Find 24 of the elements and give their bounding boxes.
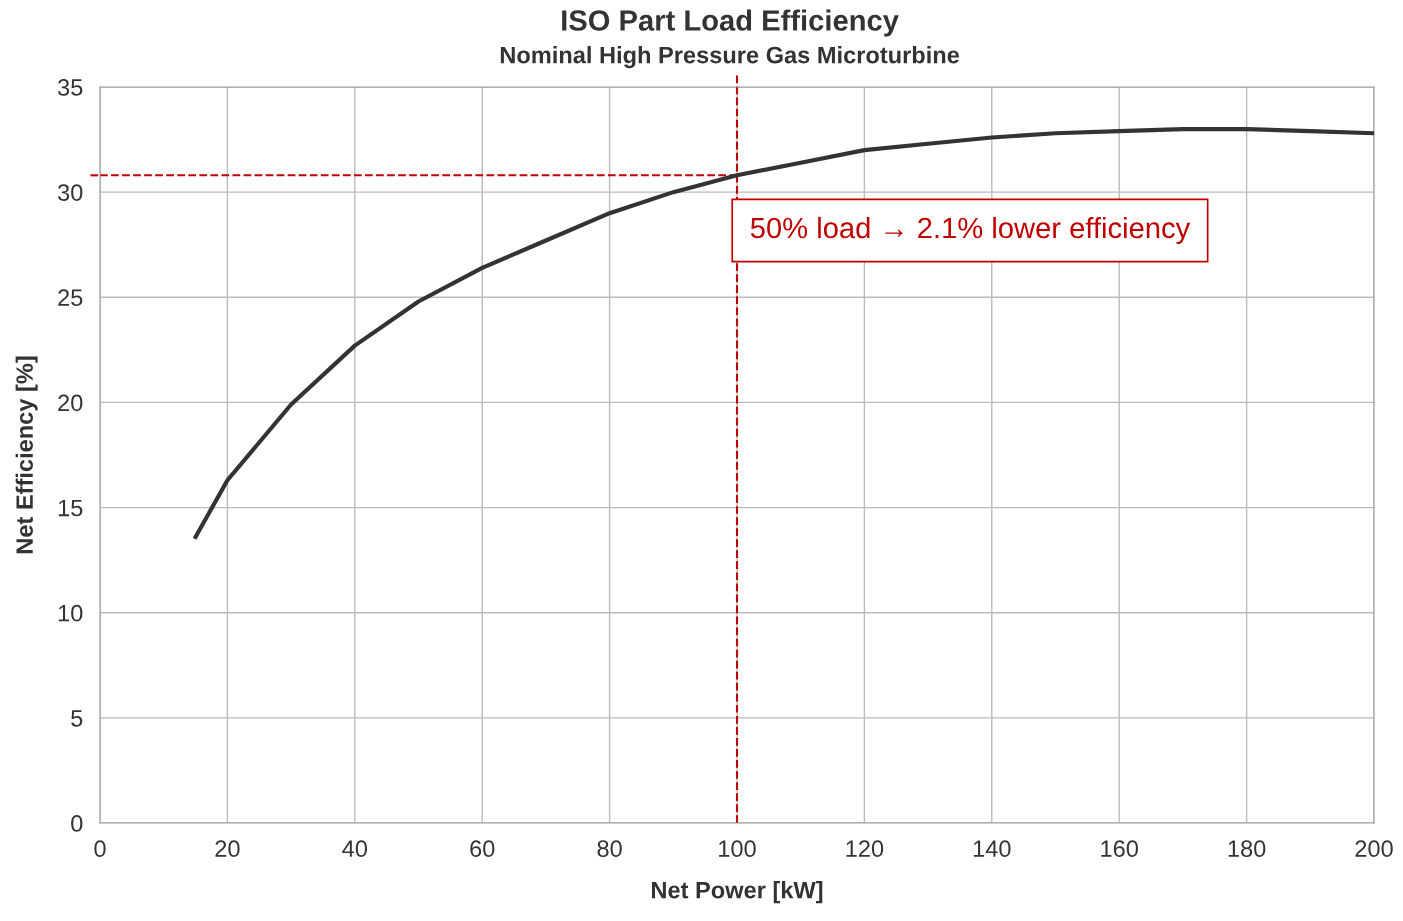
x-tick-label: 200	[1355, 840, 1393, 858]
x-axis-title: Net Power [kW]	[652, 881, 823, 904]
x-tick-label: 140	[973, 840, 1011, 858]
x-tick-label: 40	[342, 840, 368, 858]
chart-title: ISO Part Load Efficiency	[562, 9, 899, 37]
y-tick-label: 25	[58, 289, 83, 307]
chart-subtitle: Nominal High Pressure Gas Microturbine	[500, 46, 960, 69]
y-tick-label: 30	[57, 184, 83, 201]
y-tick-label: 20	[58, 394, 83, 412]
y-tick-label: 15	[58, 499, 83, 517]
y-tick-label: 10	[58, 604, 83, 622]
annotation: 50% load → 2.1% lower efficiency	[750, 216, 1191, 245]
x-tick-label: 180	[1228, 840, 1266, 858]
x-tick-label: 60	[470, 840, 495, 858]
x-tick-label: 120	[846, 840, 884, 858]
y-tick-label: 0	[71, 815, 83, 832]
x-tick-label: 100	[719, 840, 756, 858]
y-tick-label: 5	[71, 710, 83, 727]
x-tick-label: 80	[597, 840, 622, 858]
x-tick-label: 20	[215, 840, 240, 858]
x-tick-label: 0	[94, 840, 106, 858]
y-tick-label: 35	[57, 79, 83, 96]
y-axis-title: Net Efficiency [%]	[15, 356, 38, 554]
x-tick-label: 160	[1101, 840, 1138, 858]
